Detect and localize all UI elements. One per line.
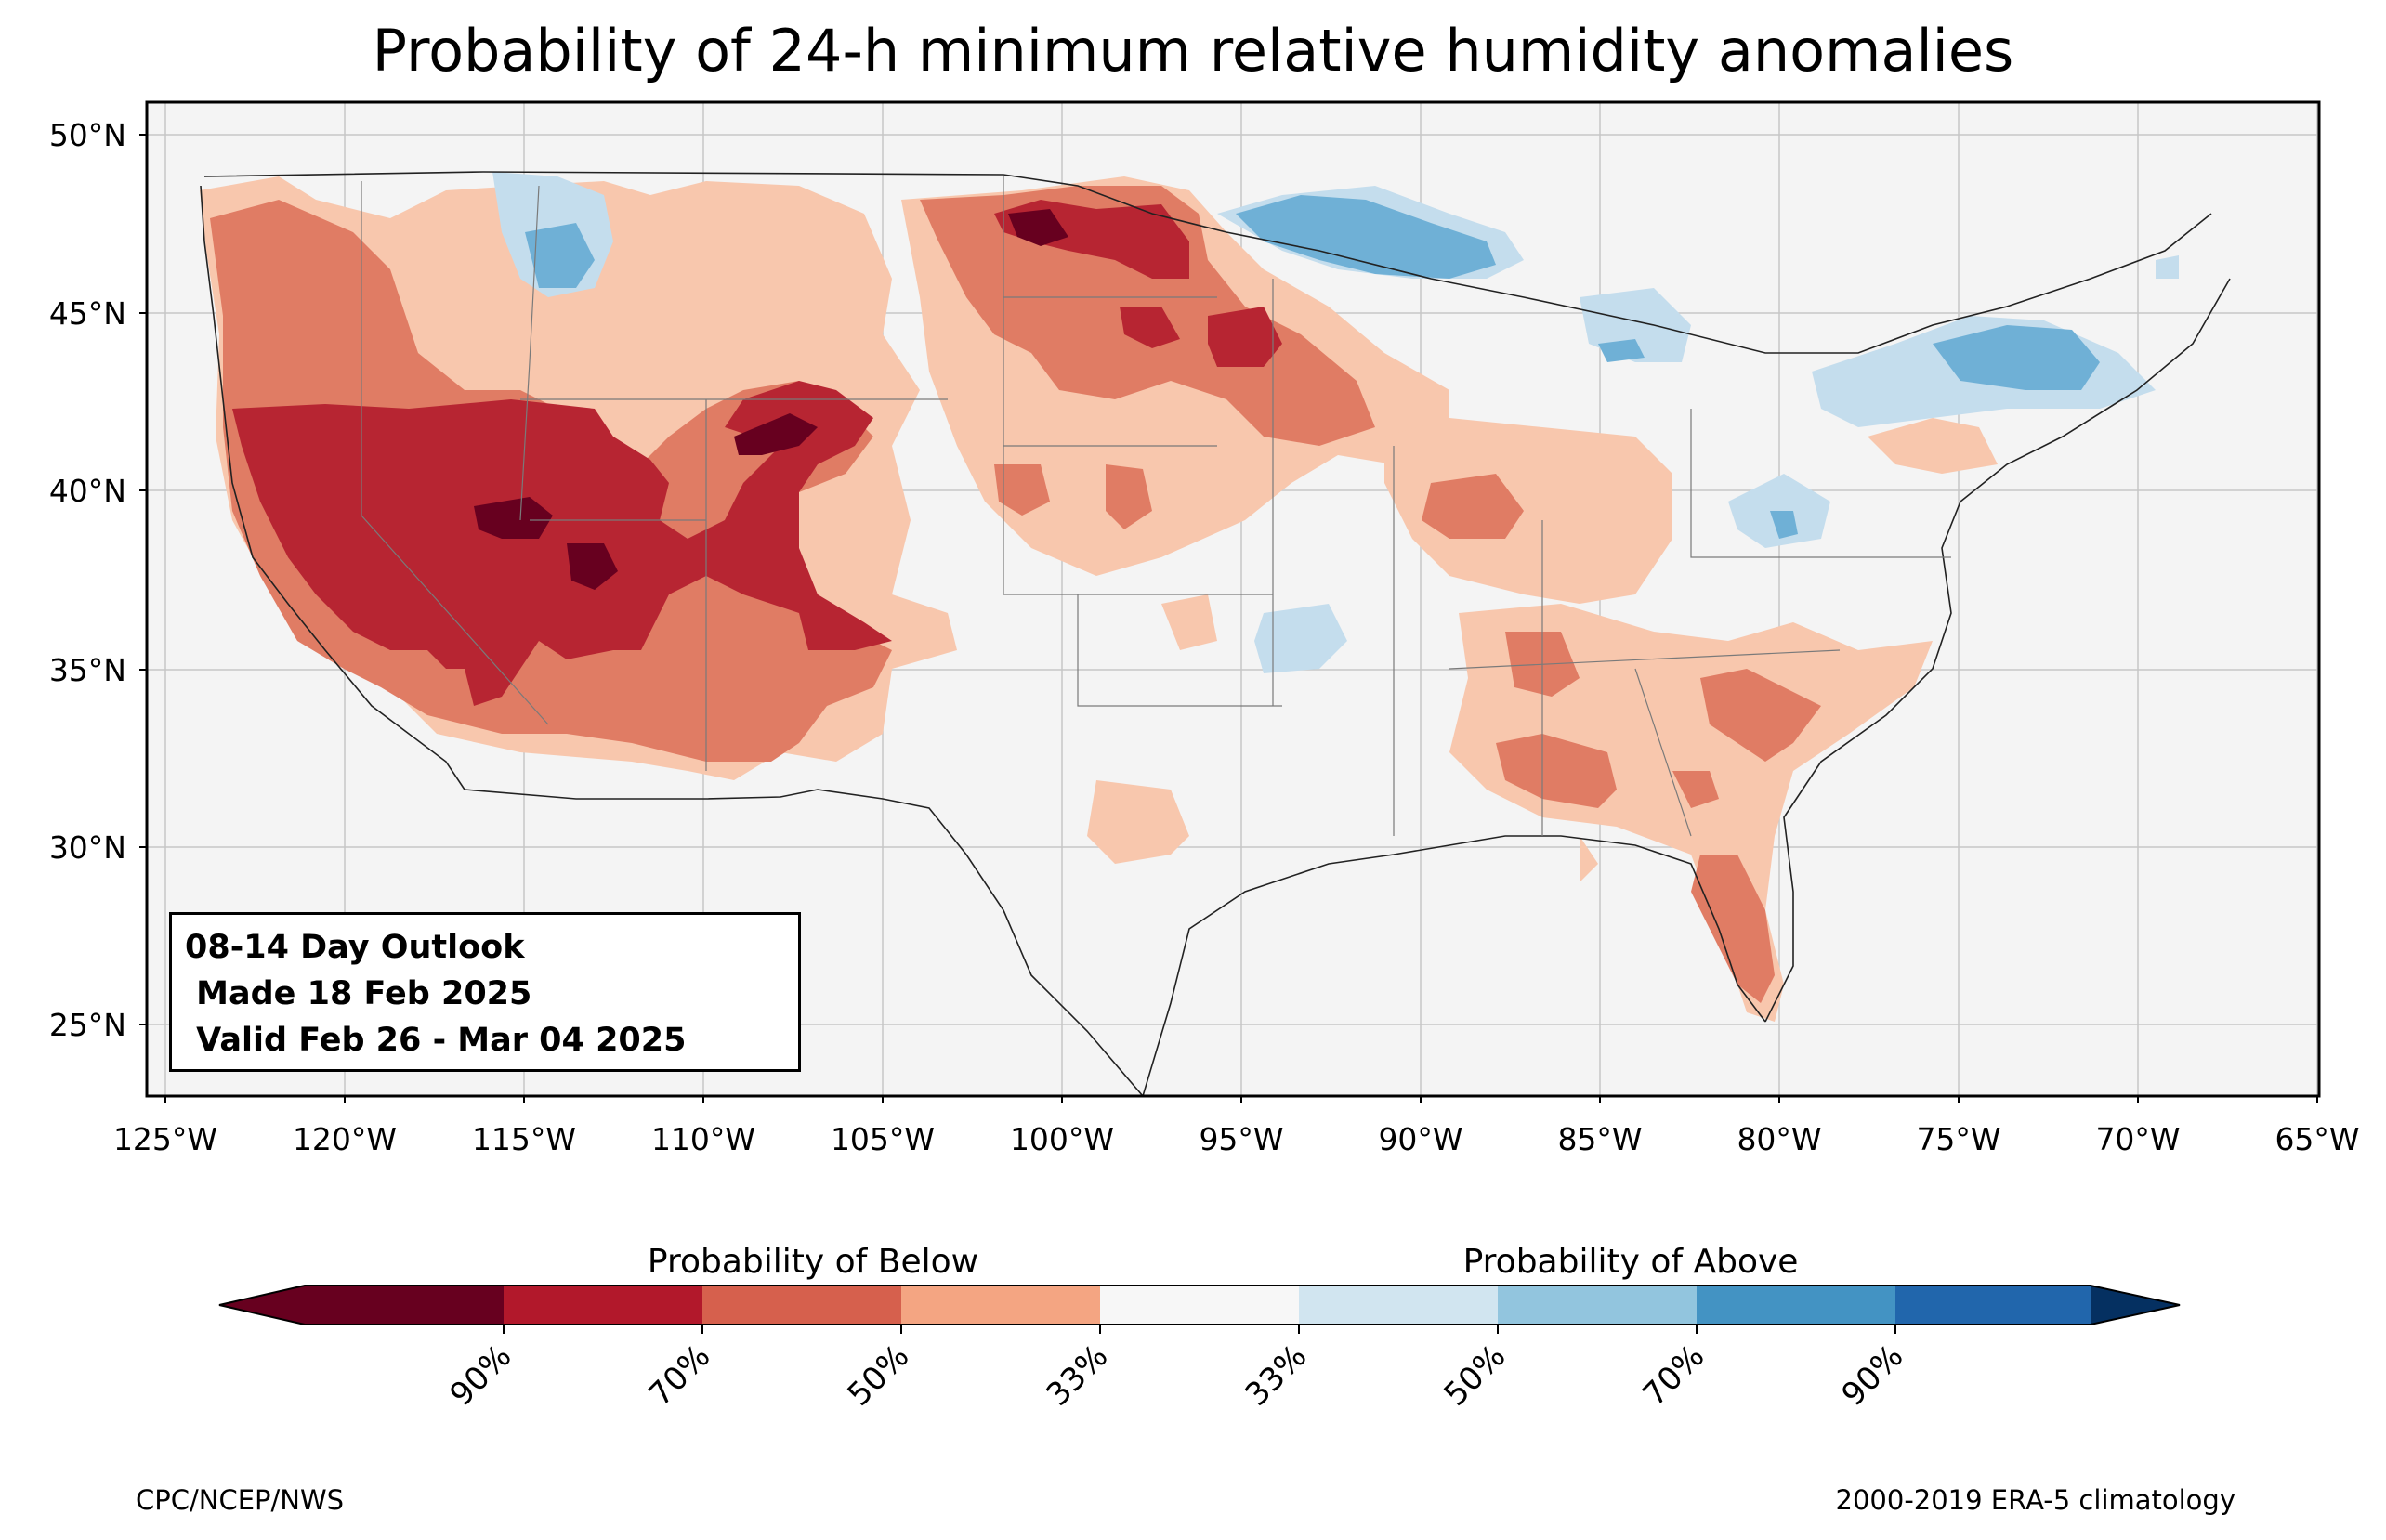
east-coast — [1764, 278, 2231, 1023]
below-normal-shading — [200, 176, 1998, 1022]
colorbar-segment-above-70 — [1697, 1286, 1895, 1325]
footer-source: CPC/NCEP/NWS — [136, 1484, 345, 1516]
colorbar-extend-low — [219, 1286, 504, 1325]
colorbar-tick-label: 70% — [642, 1338, 718, 1414]
below-33-texas — [1087, 780, 1189, 864]
colorbar-tick-label: 33% — [1239, 1338, 1315, 1414]
above-50-pennsylvania — [1770, 511, 1798, 539]
colorbar-segment-above-33 — [1299, 1286, 1498, 1325]
above-33-missouri — [1254, 604, 1347, 673]
lon-tick-label: 120°W — [293, 1121, 397, 1157]
map-outlines — [200, 171, 2231, 1097]
lon-tick-label: 70°W — [2095, 1121, 2180, 1157]
colorbar-extend-high — [2091, 1286, 2180, 1325]
lat-tick-label: 30°N — [49, 829, 126, 866]
map-title: Probability of 24-h minimum relative hum… — [372, 17, 2014, 85]
lon-tick-label: 105°W — [831, 1121, 935, 1157]
below-33-northeast — [1868, 418, 1998, 474]
latitude-ticks: 50°N 45°N 40°N 35°N 30°N 25°N — [49, 117, 147, 1043]
below-90-colorado — [734, 413, 818, 455]
us-mexico-border — [464, 789, 1144, 1097]
us-canada-border — [203, 171, 2212, 354]
map-frame — [145, 100, 2321, 1098]
lon-tick-label: 95°W — [1199, 1121, 1283, 1157]
colorbar-segment-below-33 — [901, 1286, 1100, 1325]
below-70-sd — [1120, 307, 1180, 348]
below-70-minnesota — [1208, 307, 1282, 367]
above-50-michigan — [1598, 339, 1645, 362]
lat-tick-label: 40°N — [49, 473, 126, 509]
colorbar-outline — [218, 1285, 2181, 1325]
west-coast — [200, 185, 465, 790]
above-50-idaho — [525, 223, 595, 288]
above-50-superior — [1236, 195, 1496, 279]
below-50-nebraska — [994, 464, 1050, 516]
below-33-ohio — [1384, 418, 1672, 604]
below-90-nd — [1008, 209, 1068, 246]
below-50-florida — [1691, 855, 1775, 1003]
colorbar-segment-above-50 — [1498, 1286, 1697, 1325]
colorbar-tick-label: 90% — [1835, 1338, 1911, 1414]
above-33-maine — [2156, 255, 2179, 279]
below-50-carolinas — [1700, 669, 1821, 762]
below-70-great-basin — [232, 381, 892, 706]
below-50-georgia — [1672, 771, 1719, 808]
lon-tick-label: 65°W — [2275, 1121, 2359, 1157]
lon-tick-label: 110°W — [651, 1121, 755, 1157]
below-33-texas-south — [1580, 836, 1598, 882]
lon-tick-label: 125°W — [113, 1121, 217, 1157]
above-normal-shading — [492, 172, 2179, 673]
gulf-coast — [1142, 835, 1766, 1097]
lon-tick-label: 80°W — [1737, 1121, 1821, 1157]
colorbar: Probability of Below Probability of Abov… — [218, 1243, 2181, 1414]
below-33-mountains — [1161, 594, 1217, 650]
below-50-alabama — [1496, 734, 1617, 808]
state-borders — [361, 176, 1951, 837]
colorbar-tick-label: 90% — [443, 1338, 519, 1414]
colorbar-segment-above-90 — [1895, 1286, 2091, 1325]
colorbar-tick-label: 50% — [1437, 1338, 1514, 1414]
lon-tick-label: 75°W — [1916, 1121, 2000, 1157]
below-50-ohio — [1422, 474, 1524, 539]
lon-tick-label: 85°W — [1557, 1121, 1642, 1157]
above-50-newyork — [1933, 325, 2100, 390]
colorbar-tick-label: 50% — [841, 1338, 917, 1414]
footer-climatology: 2000-2019 ERA-5 climatology — [1835, 1484, 2235, 1516]
lat-tick-label: 25°N — [49, 1007, 126, 1043]
lat-tick-label: 45°N — [49, 295, 126, 332]
lon-tick-label: 100°W — [1010, 1121, 1114, 1157]
colorbar-below-label: Probability of Below — [648, 1243, 978, 1281]
colorbar-segment-normal — [1100, 1286, 1299, 1325]
below-90-utah — [567, 543, 618, 590]
lon-tick-label: 90°W — [1378, 1121, 1462, 1157]
outlook-info-box: 08-14 Day Outlook Made 18 Feb 2025 Valid… — [169, 912, 801, 1072]
outlook-made-date: Made 18 Feb 2025 — [185, 975, 532, 1012]
lat-tick-label: 35°N — [49, 652, 126, 688]
colorbar-segment-below-70 — [504, 1286, 702, 1325]
outlook-valid-dates: Valid Feb 26 - Mar 04 2025 — [185, 1022, 687, 1059]
colorbar-above-label: Probability of Above — [1463, 1243, 1799, 1281]
colorbar-tick-label: 33% — [1040, 1338, 1116, 1414]
colorbar-segment-below-50 — [702, 1286, 901, 1325]
longitude-ticks: 125°W 120°W 115°W 110°W 105°W 100°W 95°W… — [113, 1096, 2360, 1157]
lat-tick-label: 50°N — [49, 117, 126, 153]
below-50-iowa — [1106, 464, 1152, 529]
colorbar-tick-label: 70% — [1636, 1338, 1712, 1414]
below-90-nevada — [474, 497, 553, 539]
outlook-period: 08-14 Day Outlook — [185, 929, 525, 966]
lon-tick-label: 115°W — [472, 1121, 576, 1157]
